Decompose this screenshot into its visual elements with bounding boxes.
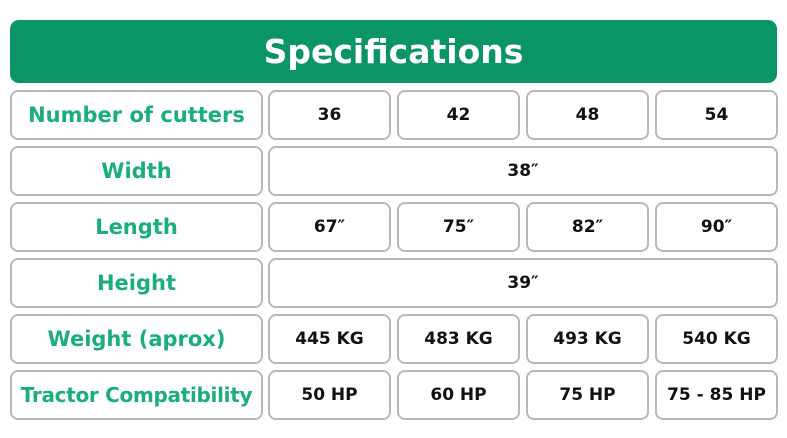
value-cell: 54 bbox=[655, 90, 778, 140]
value-cell: 42 bbox=[397, 90, 520, 140]
value-cell: 75 HP bbox=[526, 370, 649, 420]
page-title: Specifications bbox=[263, 32, 524, 71]
value-cell-merged: 38″ bbox=[268, 146, 778, 196]
row-label-weight: Weight (aprox) bbox=[10, 314, 263, 364]
specifications-header: Specifications bbox=[10, 20, 777, 83]
row-label-number-of-cutters: Number of cutters bbox=[10, 90, 263, 140]
value-cell: 445 KG bbox=[268, 314, 391, 364]
value-cell: 82″ bbox=[526, 202, 649, 252]
value-cell: 90″ bbox=[655, 202, 778, 252]
row-label-width: Width bbox=[10, 146, 263, 196]
value-cell: 483 KG bbox=[397, 314, 520, 364]
value-cell: 540 KG bbox=[655, 314, 778, 364]
row-label-tractor-compatibility: Tractor Compatibility bbox=[10, 370, 263, 420]
value-cell: 48 bbox=[526, 90, 649, 140]
value-cell: 493 KG bbox=[526, 314, 649, 364]
value-cell: 50 HP bbox=[268, 370, 391, 420]
value-cell: 36 bbox=[268, 90, 391, 140]
row-label-length: Length bbox=[10, 202, 263, 252]
value-cell-merged: 39″ bbox=[268, 258, 778, 308]
value-cell: 67″ bbox=[268, 202, 391, 252]
value-cell: 60 HP bbox=[397, 370, 520, 420]
value-cell: 75 - 85 HP bbox=[655, 370, 778, 420]
row-label-height: Height bbox=[10, 258, 263, 308]
value-cell: 75″ bbox=[397, 202, 520, 252]
